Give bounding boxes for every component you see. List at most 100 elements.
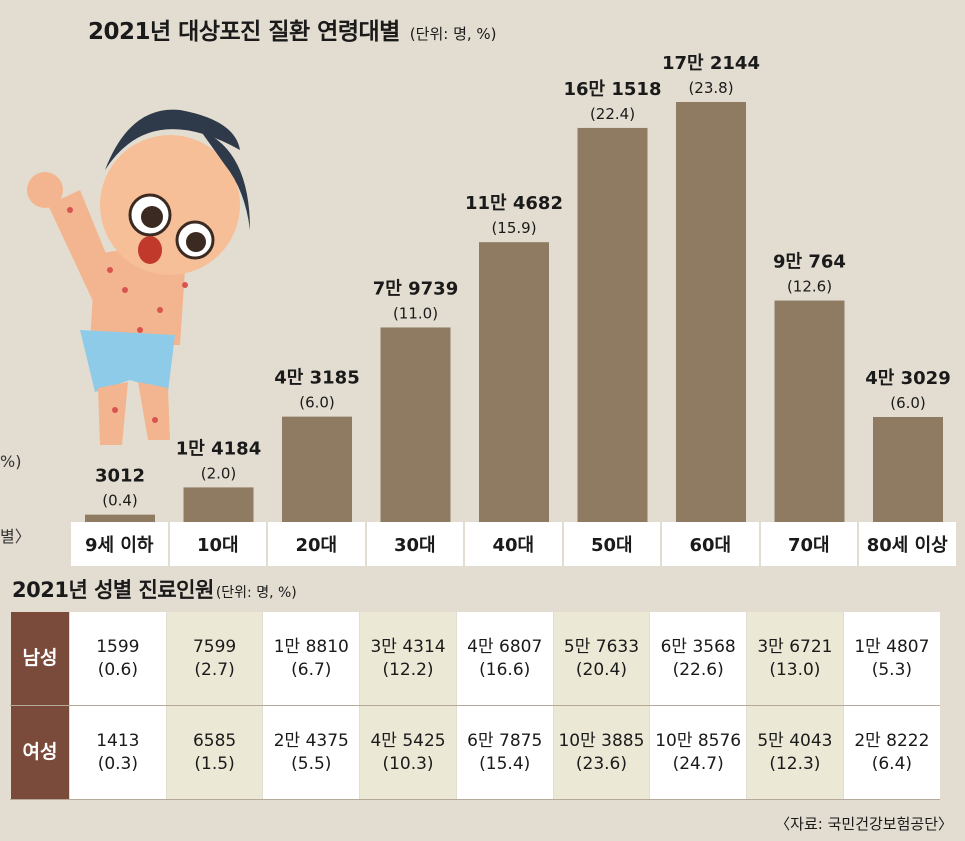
cell-value: 10만 8576	[655, 730, 742, 751]
category-label: 20대	[268, 522, 365, 566]
table-cell: 2만 4375 (5.5)	[262, 705, 360, 800]
cell-percent: (0.3)	[97, 753, 139, 774]
category-label: 10대	[169, 522, 266, 566]
table-cell: 10만 3885 (23.6)	[552, 705, 650, 800]
bar-percent-label: (6.0)	[890, 394, 926, 412]
table-row: 남성 1599 (0.6) 7599 (2.7) 1만 8810 (6.7) 3만 4314(…	[10, 612, 940, 706]
bar-30대	[380, 327, 451, 522]
cell-percent: (16.6)	[479, 659, 531, 680]
chart-title: 2021년 대상포진 질환 연령대별 (단위: 명, %)	[88, 19, 497, 45]
bar-percent-label: (0.4)	[102, 492, 138, 510]
table-row: 여성 1413 (0.3) 6585 (1.5) 2만 4375 (5.5) 4만 5425(…	[10, 705, 940, 800]
cell-value: 7599	[192, 636, 237, 657]
cell-value: 1599	[96, 636, 140, 657]
bar-percent-label: (6.0)	[299, 394, 335, 412]
cell-value: 10만 3885	[558, 730, 645, 751]
table-cell: 7599 (2.7)	[165, 612, 263, 706]
cell-value: 1만 8810	[273, 636, 349, 657]
table-cell: 4만 6807 (16.6)	[455, 612, 554, 706]
cell-value: 6만 7875	[467, 730, 543, 751]
table-cell: 6만 3568 (22.6)	[649, 612, 747, 706]
cell-percent: (13.0)	[769, 659, 821, 680]
table-cell: 6만 7875 (15.4)	[455, 705, 554, 800]
cell-percent: (2.7)	[194, 659, 235, 680]
cell-value: 6만 3568	[660, 636, 736, 657]
chart-unit: (단위: 명, %)	[409, 25, 497, 43]
table-cell: 5만 7633 (20.4)	[552, 612, 650, 706]
table-cell: 1413 (0.3)	[69, 705, 167, 800]
cell-percent: (0.6)	[97, 659, 139, 680]
table-cell: 1만 4807 (5.3)	[842, 612, 940, 706]
cell-percent: (12.2)	[382, 659, 434, 680]
bar-value-label: 4만 3185	[274, 368, 359, 389]
cell-percent: (20.4)	[575, 659, 628, 680]
category-label: 60대	[662, 522, 759, 566]
table-cell: 1만 8810 (6.7)	[262, 612, 360, 706]
bar-percent-label: (11.0)	[393, 304, 438, 322]
bar-value-label: 1만 4184	[176, 438, 261, 459]
bar-value-label: 16만 1518	[564, 79, 662, 100]
cell-value: 3만 6721	[757, 636, 833, 657]
bar-percent-label: (22.4)	[590, 105, 635, 123]
cell-percent: (12.3)	[769, 753, 821, 774]
bar-value-label: 11만 4682	[465, 193, 563, 214]
cell-percent: (22.6)	[672, 659, 724, 680]
cell-percent: (24.7)	[672, 753, 724, 774]
cell-percent: (15.4)	[479, 753, 531, 774]
table-cell: 2만 8222 (6.4)	[842, 705, 940, 800]
cell-percent: (10.3)	[382, 753, 434, 774]
row-label: 여성	[10, 705, 70, 800]
cell-percent: (6.4)	[871, 753, 913, 774]
category-label: 70대	[760, 522, 857, 566]
bar-9세 이하	[85, 514, 155, 522]
cell-percent: (5.5)	[291, 753, 332, 774]
category-label: 9세 이하	[71, 522, 168, 566]
bar-value-label: 17만 2144	[662, 53, 760, 74]
table-title: 2021년 성별 진료인원 (단위: 명, %)	[12, 578, 297, 602]
bar-percent-label: (2.0)	[201, 464, 237, 482]
cell-value: 1413	[96, 730, 140, 751]
cell-value: 4만 5425	[370, 730, 446, 751]
bar-percent-label: (15.9)	[491, 219, 536, 237]
table-cell: 4만 5425 (10.3)	[359, 705, 457, 800]
source-note: 〈자료: 국민건강보험공단〉	[775, 815, 953, 833]
bar-40대	[479, 242, 549, 522]
table-cell: 3만 4314 (12.2)	[359, 612, 457, 706]
table-cell: 3만 6721 (13.0)	[746, 612, 844, 706]
bar-70대	[774, 300, 845, 522]
cell-value: 5만 4043	[757, 730, 833, 751]
bar-chart: 3012 (0.4) 1만 4184 (2.0) 4만 3185 (6.0) 7만 9739…	[27, 53, 951, 522]
bar-10대	[183, 487, 254, 522]
cell-value: 2만 8222	[854, 730, 930, 751]
edge-text-cut: %)	[0, 452, 22, 471]
cell-value: 1만 4807	[854, 636, 930, 657]
child-illustration	[27, 109, 250, 445]
table-unit: (단위: 명, %)	[215, 585, 297, 601]
bar-value-label: 3012	[95, 466, 145, 487]
table-cell: 6585 (1.5)	[165, 705, 263, 800]
cell-value: 6585	[192, 730, 237, 751]
bar-50대	[577, 127, 648, 522]
bar-80세 이상	[873, 417, 943, 522]
gender-table: 남성 1599 (0.6) 7599 (2.7) 1만 8810 (6.7) 3만 4314(…	[10, 612, 940, 800]
cell-value: 4만 6807	[467, 636, 543, 657]
table-cell: 10만 8576 (24.7)	[649, 705, 747, 800]
bar-value-label: 4만 3029	[865, 368, 950, 389]
bars-layer: 3012 (0.4) 1만 4184 (2.0) 4만 3185 (6.0) 7만 9739…	[85, 53, 951, 522]
edge-text-cut: 별〉	[0, 527, 31, 546]
category-label: 30대	[366, 522, 463, 566]
bar-60대	[676, 102, 746, 522]
cell-percent: (1.5)	[194, 753, 235, 774]
table-cell: 1599 (0.6)	[69, 612, 167, 706]
bar-value-label: 7만 9739	[373, 278, 458, 299]
cell-percent: (23.6)	[575, 753, 628, 774]
category-label: 40대	[465, 522, 562, 566]
bar-value-label: 9만 764	[773, 252, 846, 273]
row-label: 남성	[10, 612, 70, 706]
cell-percent: (5.3)	[871, 659, 913, 680]
bar-percent-label: (12.6)	[787, 278, 832, 296]
cell-value: 2만 4375	[273, 730, 349, 751]
category-label: 50대	[563, 522, 660, 566]
cell-value: 5만 7633	[563, 636, 640, 657]
cell-percent: (6.7)	[291, 659, 332, 680]
